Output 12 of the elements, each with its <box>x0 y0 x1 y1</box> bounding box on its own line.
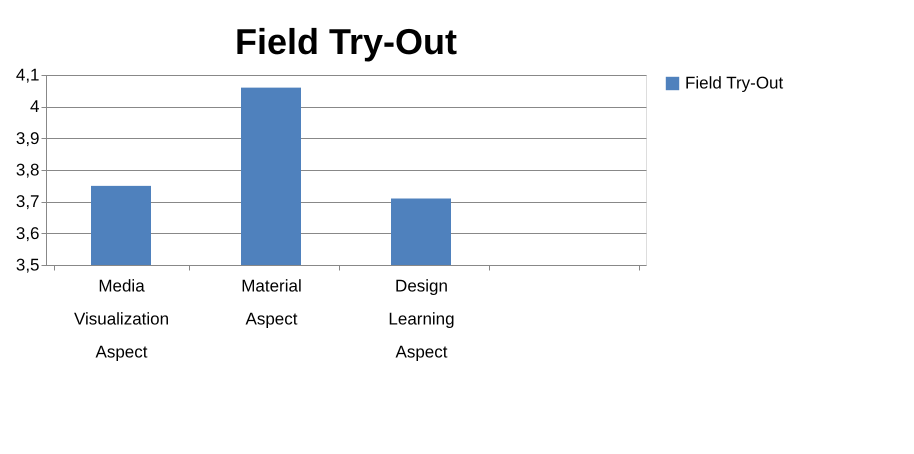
y-tick-label: 3,6 <box>16 224 40 243</box>
y-tick-label: 4,1 <box>16 66 40 84</box>
y-tick-label: 3,8 <box>16 160 40 180</box>
y-tick-label: 3,5 <box>16 256 40 274</box>
y-tick-label: 4 <box>30 97 40 116</box>
y-tick-label: 3,7 <box>16 192 40 212</box>
y-tick-label: 3,9 <box>16 128 40 148</box>
x-tick-label: Design Learning Aspect <box>388 276 455 362</box>
legend-label: Field Try-Out <box>685 74 784 92</box>
chart-title: Field Try-Out <box>234 21 458 62</box>
x-tick-label: Media Visualization Aspect <box>74 276 170 362</box>
x-tick-label: Material Aspect <box>241 276 302 328</box>
